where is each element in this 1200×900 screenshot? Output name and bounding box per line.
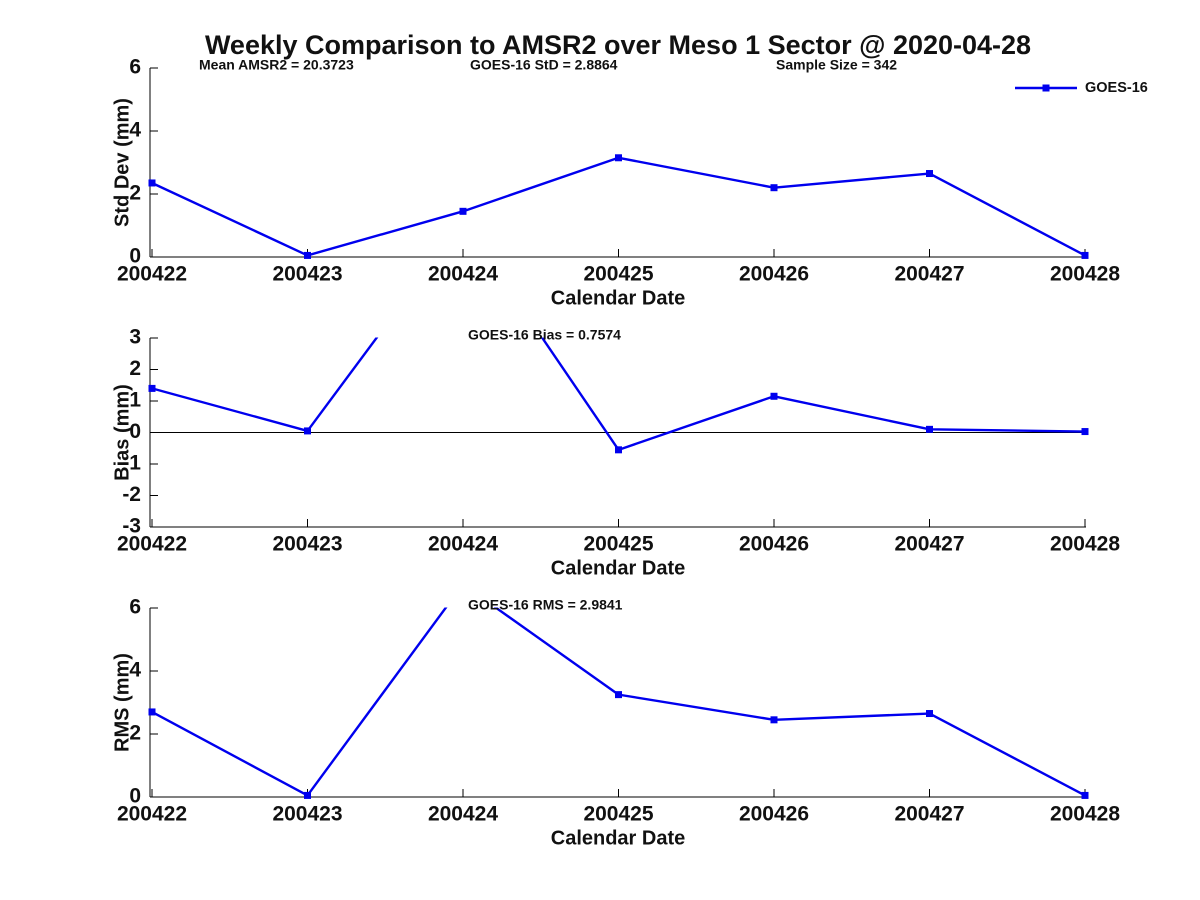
subplot-std: 0 2 4 6 200422 200423 200424 200425 200426 200427… [111,56,1148,310]
x-tick-label: 200426 [739,263,809,286]
data-point-marker [460,581,467,588]
data-point-marker [1081,791,1089,799]
y-tick-label: 4 [129,119,141,142]
annotation-text: GOES-16 Bias = 0.7574 [468,327,621,343]
x-tick-label: 200424 [428,803,498,826]
data-point-marker [304,251,311,259]
data-layer [148,154,1089,259]
annotation-text: Sample Size = 342 [776,57,897,73]
y-tick-label: 1 [129,389,141,412]
legend-marker-sample [1042,84,1050,92]
y-axis-label: Std Dev (mm) [111,98,133,227]
data-point-marker [459,207,467,215]
series-line [151,156,1086,257]
x-tick-label: 200422 [117,263,187,286]
x-tick-label: 200423 [272,533,342,556]
x-tick-label: 200425 [583,263,653,286]
data-point-marker [460,218,467,225]
y-tick-label: 4 [129,659,141,682]
y-tick-label: -3 [122,515,141,538]
y-tick-label: 6 [129,56,141,79]
annotation-text: Mean AMSR2 = 20.3723 [199,57,354,73]
legend: GOES-16 [1015,80,1148,96]
legend-label: GOES-16 [1085,80,1148,96]
annotation-text: GOES-16 RMS = 2.9841 [468,597,623,613]
x-tick-label: 200423 [272,803,342,826]
data-point-marker [1081,428,1089,436]
subplot-rms: 0 2 4 6 200422 200423 200424 200425 200426 200427… [111,581,1120,850]
x-tick-label: 200424 [428,533,498,556]
x-tick-label: 200426 [739,803,809,826]
data-point-marker [148,708,156,716]
x-tick-label: 200428 [1050,803,1120,826]
y-axis-label: Bias (mm) [111,384,133,481]
y-tick-label: 2 [129,722,141,745]
y-tick-label: 2 [129,357,141,380]
y-tick-label: 2 [129,182,141,205]
y-tick-label: 0 [129,420,141,443]
data-layer [148,218,1089,454]
subplot-bias: -3 -2 -1 0 1 2 3 200422 200423 200424 200425 200426… [111,218,1120,580]
page-title: Weekly Comparison to AMSR2 over Meso 1 S… [204,30,1032,60]
x-tick-label: 200428 [1050,533,1120,556]
data-point-marker [1081,251,1089,259]
x-tick-label: 200422 [117,533,187,556]
y-axis-label: RMS (mm) [111,653,133,752]
x-tick-label: 200423 [272,263,342,286]
data-point-marker [926,170,933,178]
data-point-marker [926,425,933,433]
x-tick-label: 200425 [583,803,653,826]
data-point-marker [770,392,778,400]
data-point-marker [148,384,156,392]
x-tick-label: 200427 [894,803,964,826]
y-tick-label: -2 [122,483,141,506]
data-point-marker [770,716,778,724]
x-tick-label: 200427 [894,533,964,556]
annotation-text: GOES-16 StD = 2.8864 [470,57,618,73]
series-line [151,607,1086,797]
x-tick-label: 200426 [739,533,809,556]
x-axis-label: Calendar Date [551,557,686,579]
data-point-marker [304,427,311,435]
data-point-marker [926,710,933,718]
x-tick-label: 200424 [428,263,498,286]
data-layer [148,581,1089,799]
x-axis-label: Calendar Date [551,827,686,849]
x-tick-label: 200427 [894,263,964,286]
x-tick-label: 200425 [583,533,653,556]
data-point-marker [304,791,311,799]
y-tick-label: 3 [129,326,141,349]
data-point-marker [615,154,622,162]
y-tick-label: 0 [129,785,141,808]
x-axis-label: Calendar Date [551,287,686,309]
y-tick-label: 0 [129,245,141,268]
y-tick-label: 6 [129,596,141,619]
data-point-marker [615,691,622,699]
x-tick-label: 200422 [117,803,187,826]
x-tick-label: 200428 [1050,263,1120,286]
data-point-marker [615,446,622,454]
data-point-marker [770,184,778,192]
data-point-marker [148,179,156,187]
y-tick-label: -1 [122,452,141,475]
